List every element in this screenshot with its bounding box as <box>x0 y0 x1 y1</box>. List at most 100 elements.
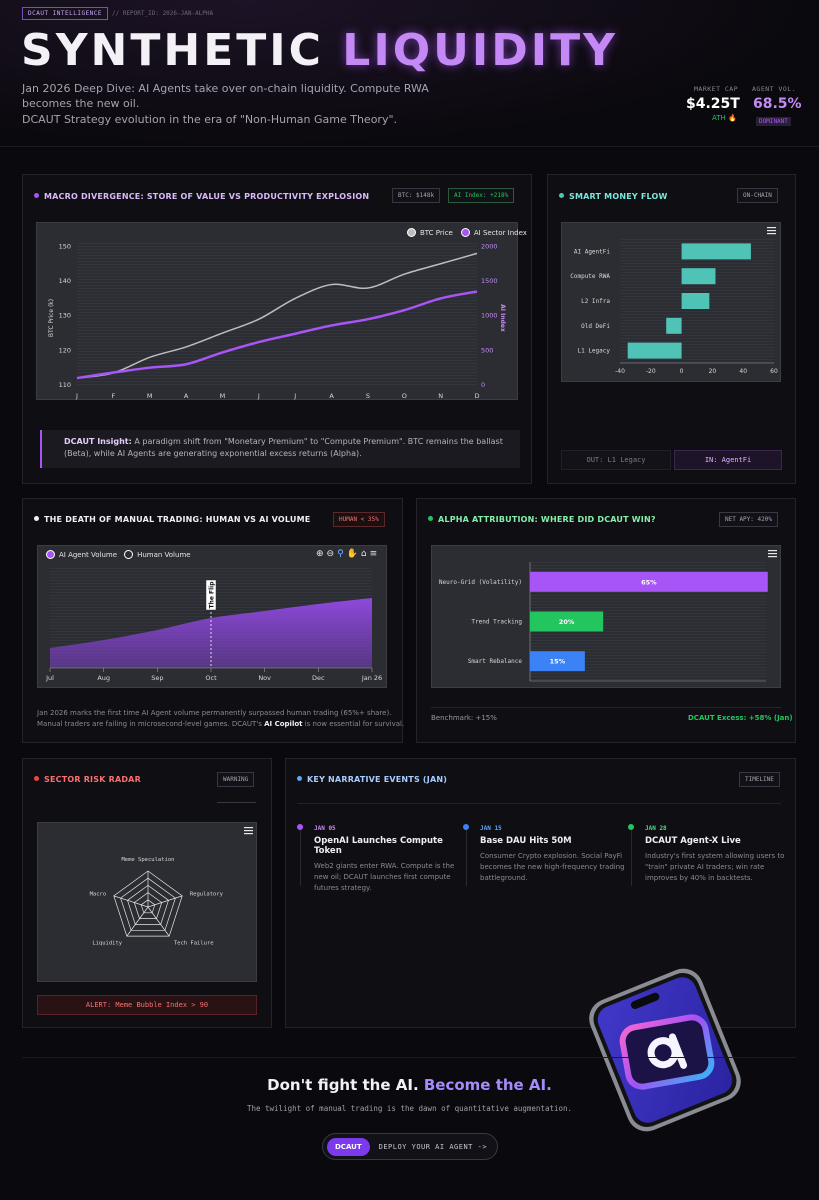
macro-insight: DCAUT Insight: A paradigm shift from "Mo… <box>40 430 520 468</box>
event-date-1: JAN 05 <box>314 825 336 832</box>
macro-x-tick: J <box>293 392 296 400</box>
title-word-1: SYNTHETIC <box>21 25 324 76</box>
agent-vol-label: AGENT VOL. <box>752 85 797 93</box>
sm-category-label: AI AgentFi <box>574 248 611 255</box>
alpha-title-text: ALPHA ATTRIBUTION: WHERE DID DCAUT WIN? <box>438 515 656 524</box>
zoom-in-icon[interactable]: ⊕ <box>316 549 324 559</box>
footer-headline-2: Become the AI. <box>423 1076 552 1094</box>
alpha-logo-icon <box>619 1014 715 1090</box>
ai-volume-legend-label: AI Agent Volume <box>59 550 118 559</box>
macro-legend[interactable]: BTC Price AI Sector Index <box>407 228 527 237</box>
radar-spoke <box>113 895 149 908</box>
manual-note-1: Jan 2026 marks the first time AI Agent v… <box>37 709 392 717</box>
macro-x-tick: O <box>402 392 407 400</box>
sm-category-label: Compute RWA <box>570 273 610 280</box>
pan-hand-icon[interactable]: ✋ <box>346 549 358 559</box>
btc-legend-icon <box>407 228 416 237</box>
events-divider <box>297 803 781 804</box>
magnify-icon[interactable]: ⚲ <box>337 549 344 559</box>
ai-legend-label: AI Sector Index <box>473 228 527 237</box>
radar-ring <box>140 899 156 914</box>
radar-ring <box>133 892 163 919</box>
macro-x-tick: J <box>75 392 78 400</box>
events-dot-icon <box>297 776 302 781</box>
title-word-2: LIQUIDITY <box>342 25 618 76</box>
radar-spoke <box>126 906 149 937</box>
alpha-bar <box>530 651 585 672</box>
smart-money-chart-svg: -40 -20 0 20 40 60 AI AgentFi Compute RWA L2 Inf… <box>570 227 778 375</box>
event-body-1: Web2 giants enter RWA. Compute is the ne… <box>314 862 455 892</box>
smart-money-title-text: SMART MONEY FLOW <box>569 192 668 201</box>
radar-spoke <box>147 906 170 937</box>
sm-bar <box>681 243 751 260</box>
timeline-line-1 <box>300 830 301 886</box>
radar-axis-label: Regulatory <box>190 891 224 897</box>
benchmark-text: Benchmark: +15% <box>431 714 497 722</box>
excess-text: DCAUT Excess: +58% (Jan) <box>688 714 793 722</box>
macro-y-tick: 150 <box>59 242 71 250</box>
macro-y2-tick: 1000 <box>481 312 498 320</box>
macro-y-tick: 140 <box>59 277 71 285</box>
radar-chart: Meme Speculation Regulatory Tech Failure Li… <box>37 822 257 982</box>
footer-headline: Don't fight the AI. Become the AI. <box>0 1076 819 1094</box>
insight-text: A paradigm shift from "Monetary Premium"… <box>64 437 503 458</box>
brand-tag: DCAUT INTELLIGENCE <box>22 7 109 20</box>
ai-index-line <box>76 290 478 380</box>
sm-bar <box>681 293 710 309</box>
home-icon[interactable]: ⌂ <box>360 549 367 559</box>
macro-x-tick: S <box>366 392 370 400</box>
macro-y-tick: 110 <box>59 381 71 389</box>
warning-badge: WARNING <box>217 772 255 787</box>
menu-icon[interactable]: ≡ <box>369 549 378 559</box>
event-headline-1: OpenAI Launches Compute Token <box>314 836 443 856</box>
sm-bar <box>681 268 716 285</box>
alpha-bar <box>530 571 768 592</box>
sm-category-label: L2 Infra <box>581 298 610 305</box>
sm-x-tick: 60 <box>770 368 778 375</box>
agent-vol-note: DOMINANT <box>756 117 791 126</box>
volume-x-tick: Dec <box>312 674 325 682</box>
human-volume-legend-icon <box>124 550 134 559</box>
macro-panel-title: MACRO DIVERGENCE: STORE OF VALUE VS PROD… <box>34 192 369 201</box>
volume-x-tick: Nov <box>258 674 271 682</box>
phone-illustration <box>570 960 760 1140</box>
smart-money-dot-icon <box>559 193 564 198</box>
macro-y2-tick: 1500 <box>481 277 498 285</box>
in-flow-chip[interactable]: IN: AgentFi <box>674 450 782 470</box>
btc-price-line <box>76 252 478 379</box>
risk-dot-icon <box>34 776 39 781</box>
sm-x-tick: -40 <box>615 368 625 375</box>
agent-vol-value: 68.5% <box>753 96 802 112</box>
deploy-agent-button[interactable]: DCAUT DEPLOY YOUR AI AGENT -> <box>322 1133 498 1160</box>
out-flow-chip[interactable]: OUT: L1 Legacy <box>561 450 671 470</box>
event-marker-3 <box>628 824 634 830</box>
page-title: SYNTHETIC LIQUIDITY <box>21 26 618 76</box>
risk-title: SECTOR RISK RADAR <box>34 775 141 784</box>
manual-dot-icon <box>34 516 39 521</box>
market-cap-note: ATH 🔥 <box>712 114 737 122</box>
radar-axis-label: Macro <box>90 891 107 897</box>
manual-note-2: Manual traders are failing in microsecon… <box>37 719 404 730</box>
sm-category-label: Old DeFi <box>581 323 610 330</box>
event-body-3: Industry's first system allowing users t… <box>645 852 785 882</box>
volume-legend[interactable]: AI Agent Volume Human Volume <box>46 550 191 559</box>
macro-y-tick: 120 <box>59 346 71 354</box>
warning-underline <box>217 802 256 803</box>
macro-x-tick: D <box>474 392 479 400</box>
risk-title-text: SECTOR RISK RADAR <box>44 775 141 784</box>
volume-x-tick: Jul <box>45 674 54 682</box>
zoom-out-icon[interactable]: ⊖ <box>326 549 335 559</box>
subtitle-line-3: DCAUT Strategy evolution in the era of "… <box>22 113 398 126</box>
sm-x-tick: 20 <box>709 368 717 375</box>
macro-x-tick: N <box>438 392 443 400</box>
macro-title-text: MACRO DIVERGENCE: STORE OF VALUE VS PROD… <box>44 192 370 201</box>
timeline-line-3 <box>631 830 632 886</box>
radar-axis-label: Tech Failure <box>174 941 214 947</box>
manual-note-2c: is now essential for survival. <box>302 720 405 728</box>
event-date-3: JAN 28 <box>645 825 667 832</box>
macro-chart-svg: J F M A M J J A S O N D1101201301401500500100015002… <box>48 242 506 400</box>
alpha-chart-svg: Neuro-Grid (Volatility) 65% Trend Tracking… <box>439 550 777 682</box>
human-share-badge: HUMAN < 35% <box>333 512 385 527</box>
human-volume-legend-label: Human Volume <box>137 550 191 559</box>
market-cap-value: $4.25T <box>686 96 740 112</box>
